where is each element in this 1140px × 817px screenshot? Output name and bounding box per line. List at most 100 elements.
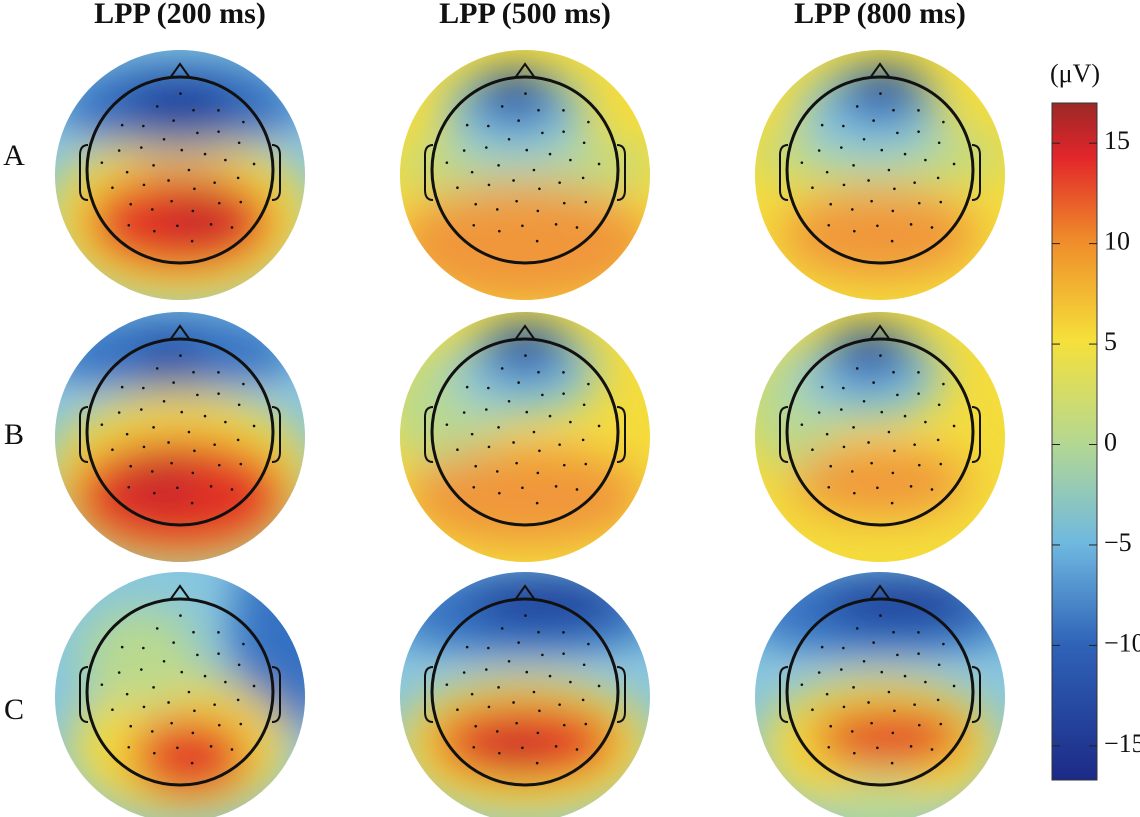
electrode <box>152 426 155 429</box>
electrode <box>237 403 241 407</box>
row-label: C <box>4 693 24 726</box>
electrode <box>820 645 824 649</box>
electrode <box>495 470 499 473</box>
electrode <box>153 751 156 755</box>
map-blob <box>120 80 240 130</box>
electrode <box>913 443 916 446</box>
map-blob <box>810 707 970 767</box>
map-blob <box>80 607 200 707</box>
electrode <box>855 367 859 370</box>
electrode <box>930 226 934 229</box>
colorbar-tick-label: 5 <box>1104 327 1117 356</box>
head-outline <box>85 337 275 527</box>
electrode <box>562 723 566 727</box>
electrode <box>903 152 907 156</box>
electrode <box>190 239 194 243</box>
electrode <box>472 745 476 749</box>
electrode <box>532 690 536 694</box>
electrode <box>936 438 940 442</box>
electrode <box>541 393 544 397</box>
map-blobs <box>755 572 1005 817</box>
electrode <box>562 109 565 112</box>
electrode <box>876 224 879 228</box>
electrode <box>939 722 943 726</box>
map-blobs <box>55 60 305 300</box>
electrode <box>867 441 870 444</box>
electrode <box>862 399 866 403</box>
nose <box>514 62 536 79</box>
electrode <box>456 708 459 712</box>
electrode <box>532 430 536 434</box>
map-blob <box>485 75 545 105</box>
topomap <box>755 572 1005 817</box>
electrode <box>535 761 539 765</box>
electrode <box>800 683 804 686</box>
electrode <box>850 730 854 733</box>
electrode <box>485 408 488 411</box>
electrode <box>587 120 590 124</box>
electrode <box>887 690 891 694</box>
electrode <box>917 392 920 395</box>
electrode <box>924 158 927 162</box>
electrode <box>140 408 143 411</box>
electrode <box>562 652 565 655</box>
electrode <box>242 642 245 646</box>
electrode <box>176 486 179 490</box>
electrode <box>100 161 104 164</box>
electrode <box>554 745 558 748</box>
ear <box>616 144 626 201</box>
head-outline <box>785 75 975 265</box>
electrode <box>876 746 879 750</box>
electrode <box>891 471 895 475</box>
electrode <box>193 709 196 713</box>
electrode <box>474 464 478 468</box>
ear <box>779 666 789 723</box>
electrode <box>239 462 243 466</box>
electrode <box>497 164 500 167</box>
electrode <box>142 646 145 650</box>
head-outline <box>430 337 620 527</box>
electrode <box>842 705 846 709</box>
nose <box>169 324 191 341</box>
electrode <box>217 723 221 727</box>
ear <box>79 144 89 201</box>
electrode <box>827 485 831 489</box>
electrode <box>541 131 544 135</box>
row-label: A <box>3 139 25 172</box>
electrode <box>217 109 220 112</box>
electrode <box>893 187 896 191</box>
electrode <box>582 403 586 407</box>
electrode <box>111 708 114 712</box>
electrode <box>879 354 882 357</box>
map-blobs <box>755 65 1005 280</box>
ear <box>779 406 789 463</box>
electrode <box>507 137 511 141</box>
electrode <box>487 646 490 650</box>
electrode <box>162 399 166 403</box>
electrode <box>142 124 145 128</box>
ear <box>779 144 789 201</box>
electrode <box>584 462 588 466</box>
electrode <box>862 137 866 141</box>
electrode <box>125 170 129 174</box>
colorbar-label: (μV) <box>1050 59 1100 88</box>
electrode <box>811 448 814 452</box>
electrode <box>153 229 156 233</box>
electrode <box>952 424 956 428</box>
electrode <box>930 748 934 751</box>
electrode <box>497 686 500 689</box>
electrode <box>937 663 941 667</box>
electrode <box>896 653 899 657</box>
electrode <box>891 209 895 213</box>
electrode <box>870 461 873 465</box>
electrode <box>142 183 146 187</box>
electrode <box>217 463 221 467</box>
electrode <box>562 463 566 467</box>
electrode <box>191 209 195 213</box>
electrode <box>584 722 588 726</box>
electrode <box>191 731 195 735</box>
electrode <box>853 751 856 755</box>
head-outline <box>85 597 275 787</box>
electrode <box>445 683 449 686</box>
electrode <box>150 470 154 473</box>
